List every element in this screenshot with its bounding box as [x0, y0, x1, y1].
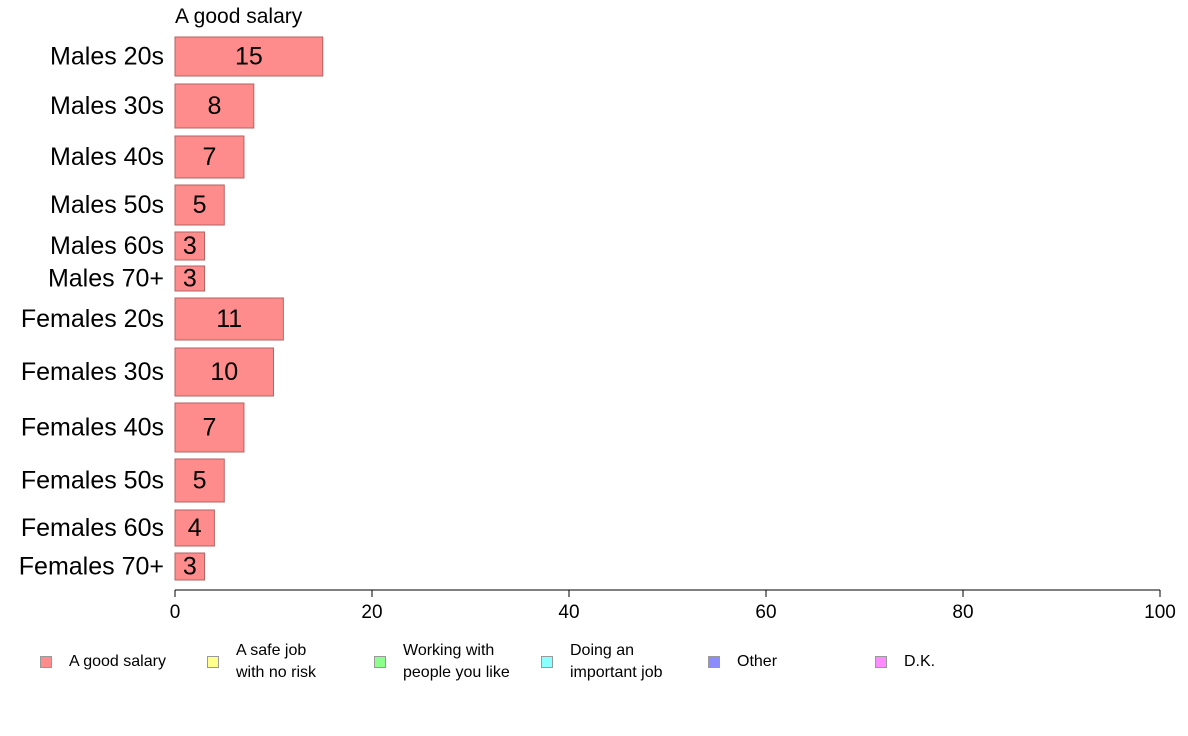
- x-tick-label: 40: [558, 602, 579, 623]
- bar: [174, 36, 324, 77]
- bar-value-label: 7: [203, 143, 217, 171]
- legend-item: D.K.: [875, 651, 935, 673]
- bar: [174, 347, 274, 397]
- x-tick-label: 80: [952, 602, 973, 623]
- bar: [174, 231, 206, 261]
- bar-value-label: 8: [207, 92, 221, 120]
- legend: A good salary A safe job with no risk Work…: [0, 636, 1188, 696]
- category-label: Males 30s: [50, 92, 164, 120]
- bar-value-label: 3: [183, 265, 197, 293]
- bar-value-label: 3: [183, 553, 197, 581]
- legend-item: Working with people you like: [374, 640, 510, 684]
- category-label: Females 30s: [21, 358, 164, 386]
- legend-label: Other: [737, 653, 778, 670]
- bar: [174, 135, 245, 179]
- category-label: Females 70+: [19, 553, 164, 581]
- bar-value-label: 5: [193, 191, 207, 219]
- category-label: Males 50s: [50, 191, 164, 219]
- bar: [174, 509, 215, 547]
- legend-swatch: [40, 656, 52, 668]
- legend-swatch: [708, 656, 720, 668]
- category-label: Females 60s: [21, 514, 164, 542]
- bar: [174, 184, 225, 226]
- category-label: Males 60s: [50, 232, 164, 260]
- legend-label: A safe job with no risk: [236, 642, 317, 681]
- category-label: Females 20s: [21, 305, 164, 333]
- category-label: Females 50s: [21, 467, 164, 495]
- bar-chart: Males 20s 15 Males 30s 8 Males 40s 7 Males 50s…: [19, 36, 1176, 623]
- bar-value-label: 11: [216, 305, 242, 333]
- legend-item: Doing an important job: [541, 640, 663, 684]
- bar: [174, 83, 255, 129]
- x-tick-label: 0: [170, 602, 181, 623]
- legend-swatch: [541, 656, 553, 668]
- legend-item: A safe job with no risk: [207, 640, 316, 684]
- chart-title: A good salary: [175, 5, 303, 28]
- bar: [174, 552, 206, 581]
- bar: [174, 265, 206, 292]
- category-label: Males 20s: [50, 43, 164, 71]
- legend-swatch: [207, 656, 219, 668]
- legend-label: Working with people you like: [403, 642, 510, 681]
- legend-label: Doing an important job: [570, 642, 663, 681]
- legend-label: A good salary: [69, 653, 166, 670]
- bar-value-label: 10: [210, 358, 238, 386]
- category-label: Males 70+: [48, 265, 164, 293]
- x-tick-label: 20: [361, 602, 382, 623]
- legend-item: Other: [708, 651, 777, 673]
- bar-value-label: 7: [203, 414, 217, 442]
- legend-swatch: [374, 656, 386, 668]
- bar: [174, 402, 245, 453]
- category-label: Males 40s: [50, 143, 164, 171]
- legend-label: D.K.: [904, 653, 936, 670]
- bar-value-label: 15: [235, 43, 263, 71]
- bar-value-label: 4: [188, 514, 202, 542]
- legend-item: A good salary: [40, 651, 166, 673]
- category-label: Females 40s: [21, 414, 164, 442]
- bar: [174, 297, 284, 341]
- bar-value-label: 5: [193, 467, 207, 495]
- bar: [174, 458, 225, 503]
- legend-swatch: [875, 656, 887, 668]
- bar-value-label: 3: [183, 232, 197, 260]
- x-tick-label: 100: [1144, 602, 1176, 623]
- x-tick-label: 60: [755, 602, 776, 623]
